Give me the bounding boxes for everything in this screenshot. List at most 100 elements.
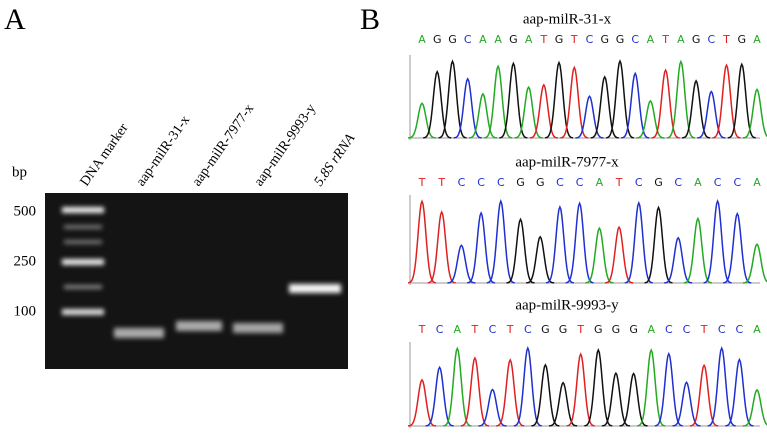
- base-call: G: [654, 176, 663, 189]
- base-call: G: [516, 176, 525, 189]
- peak: [727, 62, 756, 139]
- peak: [605, 225, 634, 284]
- peak: [742, 87, 767, 139]
- base-call: A: [753, 33, 761, 46]
- base-call: T: [615, 176, 623, 189]
- peak: [407, 199, 437, 284]
- peak: [644, 205, 673, 284]
- peak: [486, 199, 515, 284]
- base-call: G: [594, 323, 603, 336]
- peak: [566, 352, 595, 427]
- base-call: G: [559, 323, 568, 336]
- peak: [526, 235, 555, 284]
- base-call: A: [525, 33, 533, 46]
- base-call: T: [700, 323, 708, 336]
- base-call: G: [616, 33, 625, 46]
- base-call: C: [497, 176, 505, 189]
- lane-label: aap-milR-31-x: [134, 113, 194, 189]
- peak: [544, 60, 574, 139]
- base-call: C: [665, 323, 673, 336]
- base-call: A: [694, 176, 702, 189]
- base-call: C: [458, 176, 466, 189]
- peak: [560, 65, 589, 139]
- peak: [723, 211, 752, 284]
- size-label: 100: [14, 303, 37, 319]
- peak: [703, 198, 732, 284]
- base-call: A: [418, 33, 426, 46]
- lane-label: aap-milR-7977-x: [190, 102, 258, 190]
- peak: [496, 358, 525, 427]
- peak: [666, 59, 696, 139]
- peak: [453, 77, 482, 139]
- peak: [427, 210, 456, 284]
- base-call: T: [570, 33, 578, 46]
- peak: [425, 365, 454, 427]
- peak: [590, 75, 619, 139]
- peak: [619, 372, 648, 427]
- peak: [478, 388, 507, 427]
- base-call: C: [718, 323, 726, 336]
- base-call: C: [635, 176, 643, 189]
- peak: [651, 68, 680, 139]
- peak: [575, 95, 604, 139]
- base-call: T: [506, 323, 514, 336]
- size-label: 250: [14, 253, 37, 269]
- peak: [585, 226, 614, 284]
- peak: [672, 380, 701, 427]
- peak: [697, 90, 726, 139]
- trace-title: aap-milR-7977-x: [515, 154, 619, 170]
- base-call: A: [494, 33, 502, 46]
- unit-label: bp: [12, 164, 27, 180]
- peak: [664, 236, 693, 284]
- peak: [605, 59, 635, 139]
- gel: [45, 193, 348, 369]
- lane-label: aap-milR-9993-y: [252, 102, 320, 190]
- base-call: C: [683, 323, 691, 336]
- base-call: G: [448, 33, 457, 46]
- trace-title: aap-milR-9993-y: [515, 297, 619, 313]
- base-call: T: [437, 176, 445, 189]
- peak: [690, 363, 719, 427]
- base-call: A: [647, 33, 655, 46]
- base-call: G: [738, 33, 747, 46]
- base-call: T: [418, 323, 426, 336]
- base-call: C: [736, 323, 744, 336]
- peak: [637, 348, 666, 427]
- peak: [549, 381, 578, 427]
- base-call: T: [576, 323, 584, 336]
- peak: [468, 92, 497, 139]
- base-call: C: [436, 323, 444, 336]
- base-call: C: [733, 176, 741, 189]
- base-call: C: [477, 176, 485, 189]
- peak: [506, 217, 535, 284]
- base-call: A: [677, 33, 685, 46]
- peak: [443, 346, 472, 427]
- peak: [601, 371, 630, 427]
- base-call: G: [692, 33, 701, 46]
- peak: [636, 99, 665, 139]
- base-call: T: [471, 323, 479, 336]
- base-call: G: [600, 33, 609, 46]
- peak: [743, 388, 767, 427]
- trace-title: aap-milR-31-x: [523, 11, 612, 27]
- base-call: T: [539, 33, 547, 46]
- base-call: T: [418, 176, 426, 189]
- base-call: G: [612, 323, 621, 336]
- base-call: A: [453, 323, 461, 336]
- base-call: G: [555, 33, 564, 46]
- peak: [683, 216, 712, 284]
- base-call: T: [722, 33, 730, 46]
- base-call: C: [576, 176, 584, 189]
- peak: [682, 79, 711, 139]
- peak: [545, 204, 575, 284]
- peak: [743, 243, 767, 284]
- base-call: C: [556, 176, 564, 189]
- base-call: A: [753, 323, 761, 336]
- lane-label: 5.8S rRNA: [312, 131, 359, 189]
- base-call: C: [524, 323, 532, 336]
- base-call: C: [464, 33, 472, 46]
- peak: [447, 244, 476, 284]
- size-label: 500: [14, 203, 37, 219]
- peak: [621, 71, 650, 139]
